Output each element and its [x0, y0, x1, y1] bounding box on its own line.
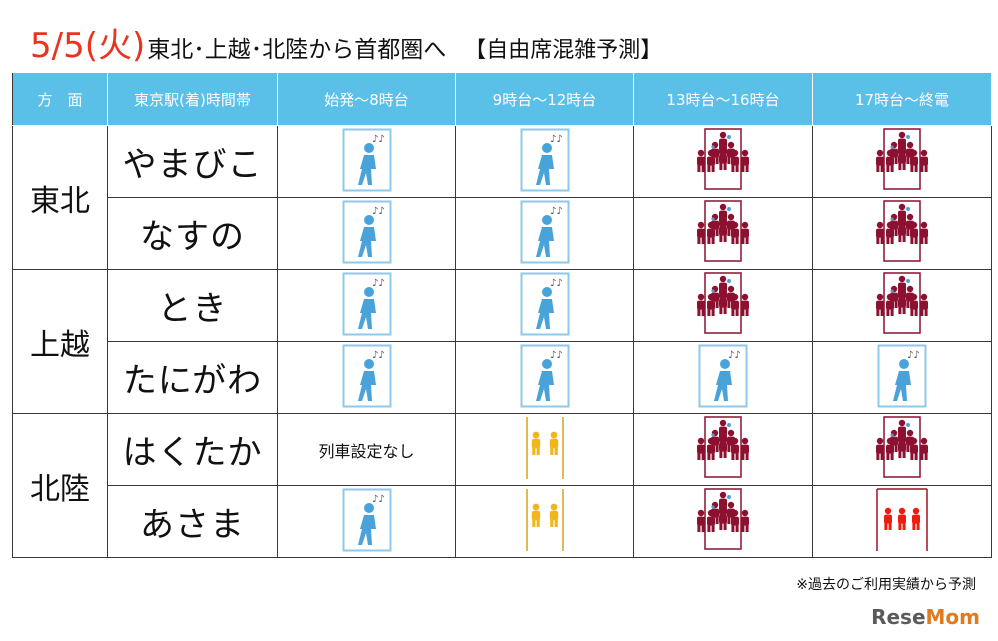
table-row: 上越 とき ♪♪ ♪♪	[12, 269, 992, 414]
congestion-cell	[633, 197, 813, 270]
congestion-cell: ♪♪	[455, 197, 634, 270]
crowded-icon	[870, 415, 934, 485]
seats-available-icon: ♪♪	[520, 128, 570, 196]
congestion-cell: ♪♪	[455, 341, 634, 414]
logo-part-1: Rese	[871, 605, 926, 629]
crowded-icon	[691, 127, 755, 197]
congestion-cell	[633, 125, 813, 198]
svg-text:♪♪: ♪♪	[372, 494, 385, 505]
svg-text:♪♪: ♪♪	[372, 134, 385, 145]
title-date: 5/5(火)	[30, 26, 146, 66]
congestion-cell	[633, 269, 813, 342]
header-slot-2: 9時台～12時台	[455, 72, 634, 126]
crowded-icon	[870, 127, 934, 197]
train-name: あさま	[107, 485, 278, 558]
header-row: 方 面 東京駅(着)時間帯 始発～8時台 9時台～12時台 13時台～16時台 …	[12, 72, 992, 126]
seats-available-icon: ♪♪	[520, 200, 570, 268]
table-row: たにがわ ♪♪ ♪♪ ♪♪ ♪♪	[13, 341, 992, 414]
footnote: ※過去のご利用実績から予測	[796, 577, 976, 593]
direction-cell: 東北	[12, 125, 108, 270]
congestion-cell	[633, 485, 813, 558]
congestion-cell	[812, 485, 992, 558]
congestion-cell: ♪♪	[277, 269, 456, 342]
seats-available-icon: ♪♪	[342, 488, 392, 556]
train-name: なすの	[107, 197, 278, 270]
congestion-cell: ♪♪	[277, 125, 456, 198]
congestion-cell	[455, 413, 634, 486]
crowded-icon	[691, 199, 755, 269]
seats-available-icon: ♪♪	[342, 200, 392, 268]
crowded-icon	[870, 199, 934, 269]
train-name: たにがわ	[107, 341, 278, 414]
congestion-cell: ♪♪	[277, 485, 456, 558]
standing-passengers-icon	[525, 487, 565, 557]
svg-text:♪♪: ♪♪	[372, 206, 385, 217]
very-crowded-icon	[875, 487, 929, 557]
header-direction: 方 面	[12, 72, 108, 126]
table-row: 東北 やまびこ ♪♪ ♪♪	[12, 125, 992, 270]
resemom-logo: ReseMom	[871, 605, 980, 629]
congestion-cell: ♪♪	[455, 125, 634, 198]
svg-text:♪♪: ♪♪	[550, 350, 563, 361]
logo-part-2: Mom	[925, 605, 980, 629]
svg-text:♪♪: ♪♪	[372, 350, 385, 361]
seats-available-icon: ♪♪	[877, 344, 927, 412]
congestion-table: 方 面 東京駅(着)時間帯 始発～8時台 9時台～12時台 13時台～16時台 …	[12, 72, 992, 558]
crowded-icon	[691, 415, 755, 485]
crowded-icon	[691, 487, 755, 557]
congestion-cell: ♪♪	[812, 341, 992, 414]
seats-available-icon: ♪♪	[342, 128, 392, 196]
train-name: やまびこ	[107, 125, 278, 198]
congestion-cell	[633, 413, 813, 486]
congestion-cell	[455, 485, 634, 558]
congestion-cell	[812, 125, 992, 198]
congestion-cell: ♪♪	[633, 341, 813, 414]
header-arrival: 東京駅(着)時間帯	[107, 72, 278, 126]
standing-passengers-icon	[525, 415, 565, 485]
header-slot-1: 始発～8時台	[277, 72, 456, 126]
seats-available-icon: ♪♪	[698, 344, 748, 412]
table-row: なすの ♪♪ ♪♪	[13, 197, 992, 270]
congestion-cell	[812, 413, 992, 486]
svg-text:♪♪: ♪♪	[550, 134, 563, 145]
title-main: 東北･上越･北陸から首都圏へ	[147, 37, 447, 63]
table-row: 北陸 はくたか 列車設定なし	[12, 413, 992, 558]
seats-available-icon: ♪♪	[520, 344, 570, 412]
svg-text:♪♪: ♪♪	[728, 350, 741, 361]
train-name: はくたか	[107, 413, 278, 486]
svg-text:♪♪: ♪♪	[550, 278, 563, 289]
congestion-cell: ♪♪	[277, 197, 456, 270]
congestion-cell	[812, 197, 992, 270]
congestion-cell	[812, 269, 992, 342]
direction-cell: 北陸	[12, 413, 108, 558]
table-row: あさま ♪♪	[13, 485, 992, 558]
header-slot-4: 17時台～終電	[812, 72, 992, 126]
svg-text:♪♪: ♪♪	[550, 206, 563, 217]
crowded-icon	[691, 271, 755, 341]
seats-available-icon: ♪♪	[520, 272, 570, 340]
train-name: とき	[107, 269, 278, 342]
direction-cell: 上越	[12, 269, 108, 414]
congestion-cell: ♪♪	[277, 341, 456, 414]
no-service-cell: 列車設定なし	[277, 413, 456, 486]
title-subject: 【自由席混雑予測】	[464, 38, 663, 63]
seats-available-icon: ♪♪	[342, 272, 392, 340]
svg-text:♪♪: ♪♪	[907, 350, 920, 361]
congestion-cell: ♪♪	[455, 269, 634, 342]
crowded-icon	[870, 271, 934, 341]
page-title: 5/5(火) 東北･上越･北陸から首都圏へ 【自由席混雑予測】	[30, 18, 663, 66]
svg-text:♪♪: ♪♪	[372, 278, 385, 289]
seats-available-icon: ♪♪	[342, 344, 392, 412]
header-slot-3: 13時台～16時台	[633, 72, 813, 126]
